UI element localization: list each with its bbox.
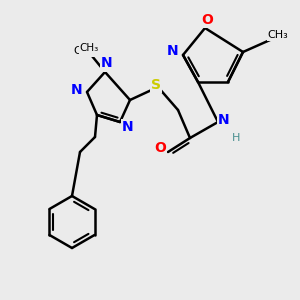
Text: N: N [71,83,83,97]
Text: H: H [232,133,240,143]
Text: O: O [201,13,213,27]
Text: CH₃: CH₃ [268,30,288,40]
Text: N: N [122,121,134,135]
Text: N: N [101,57,113,71]
Text: CH₃: CH₃ [80,43,99,53]
Text: H: H [232,133,240,143]
Text: O: O [154,141,166,155]
Text: S: S [151,78,161,92]
Text: N: N [122,120,134,134]
Text: O: O [154,141,166,155]
Text: N: N [71,83,83,97]
Text: N: N [101,56,113,70]
Text: N: N [167,44,179,58]
Text: CH₃: CH₃ [74,46,94,56]
Text: O: O [201,13,213,27]
Text: N: N [218,113,230,127]
Text: CH₃: CH₃ [268,30,288,40]
Text: S: S [151,78,161,92]
Text: N: N [167,44,179,58]
Text: N: N [218,113,230,127]
